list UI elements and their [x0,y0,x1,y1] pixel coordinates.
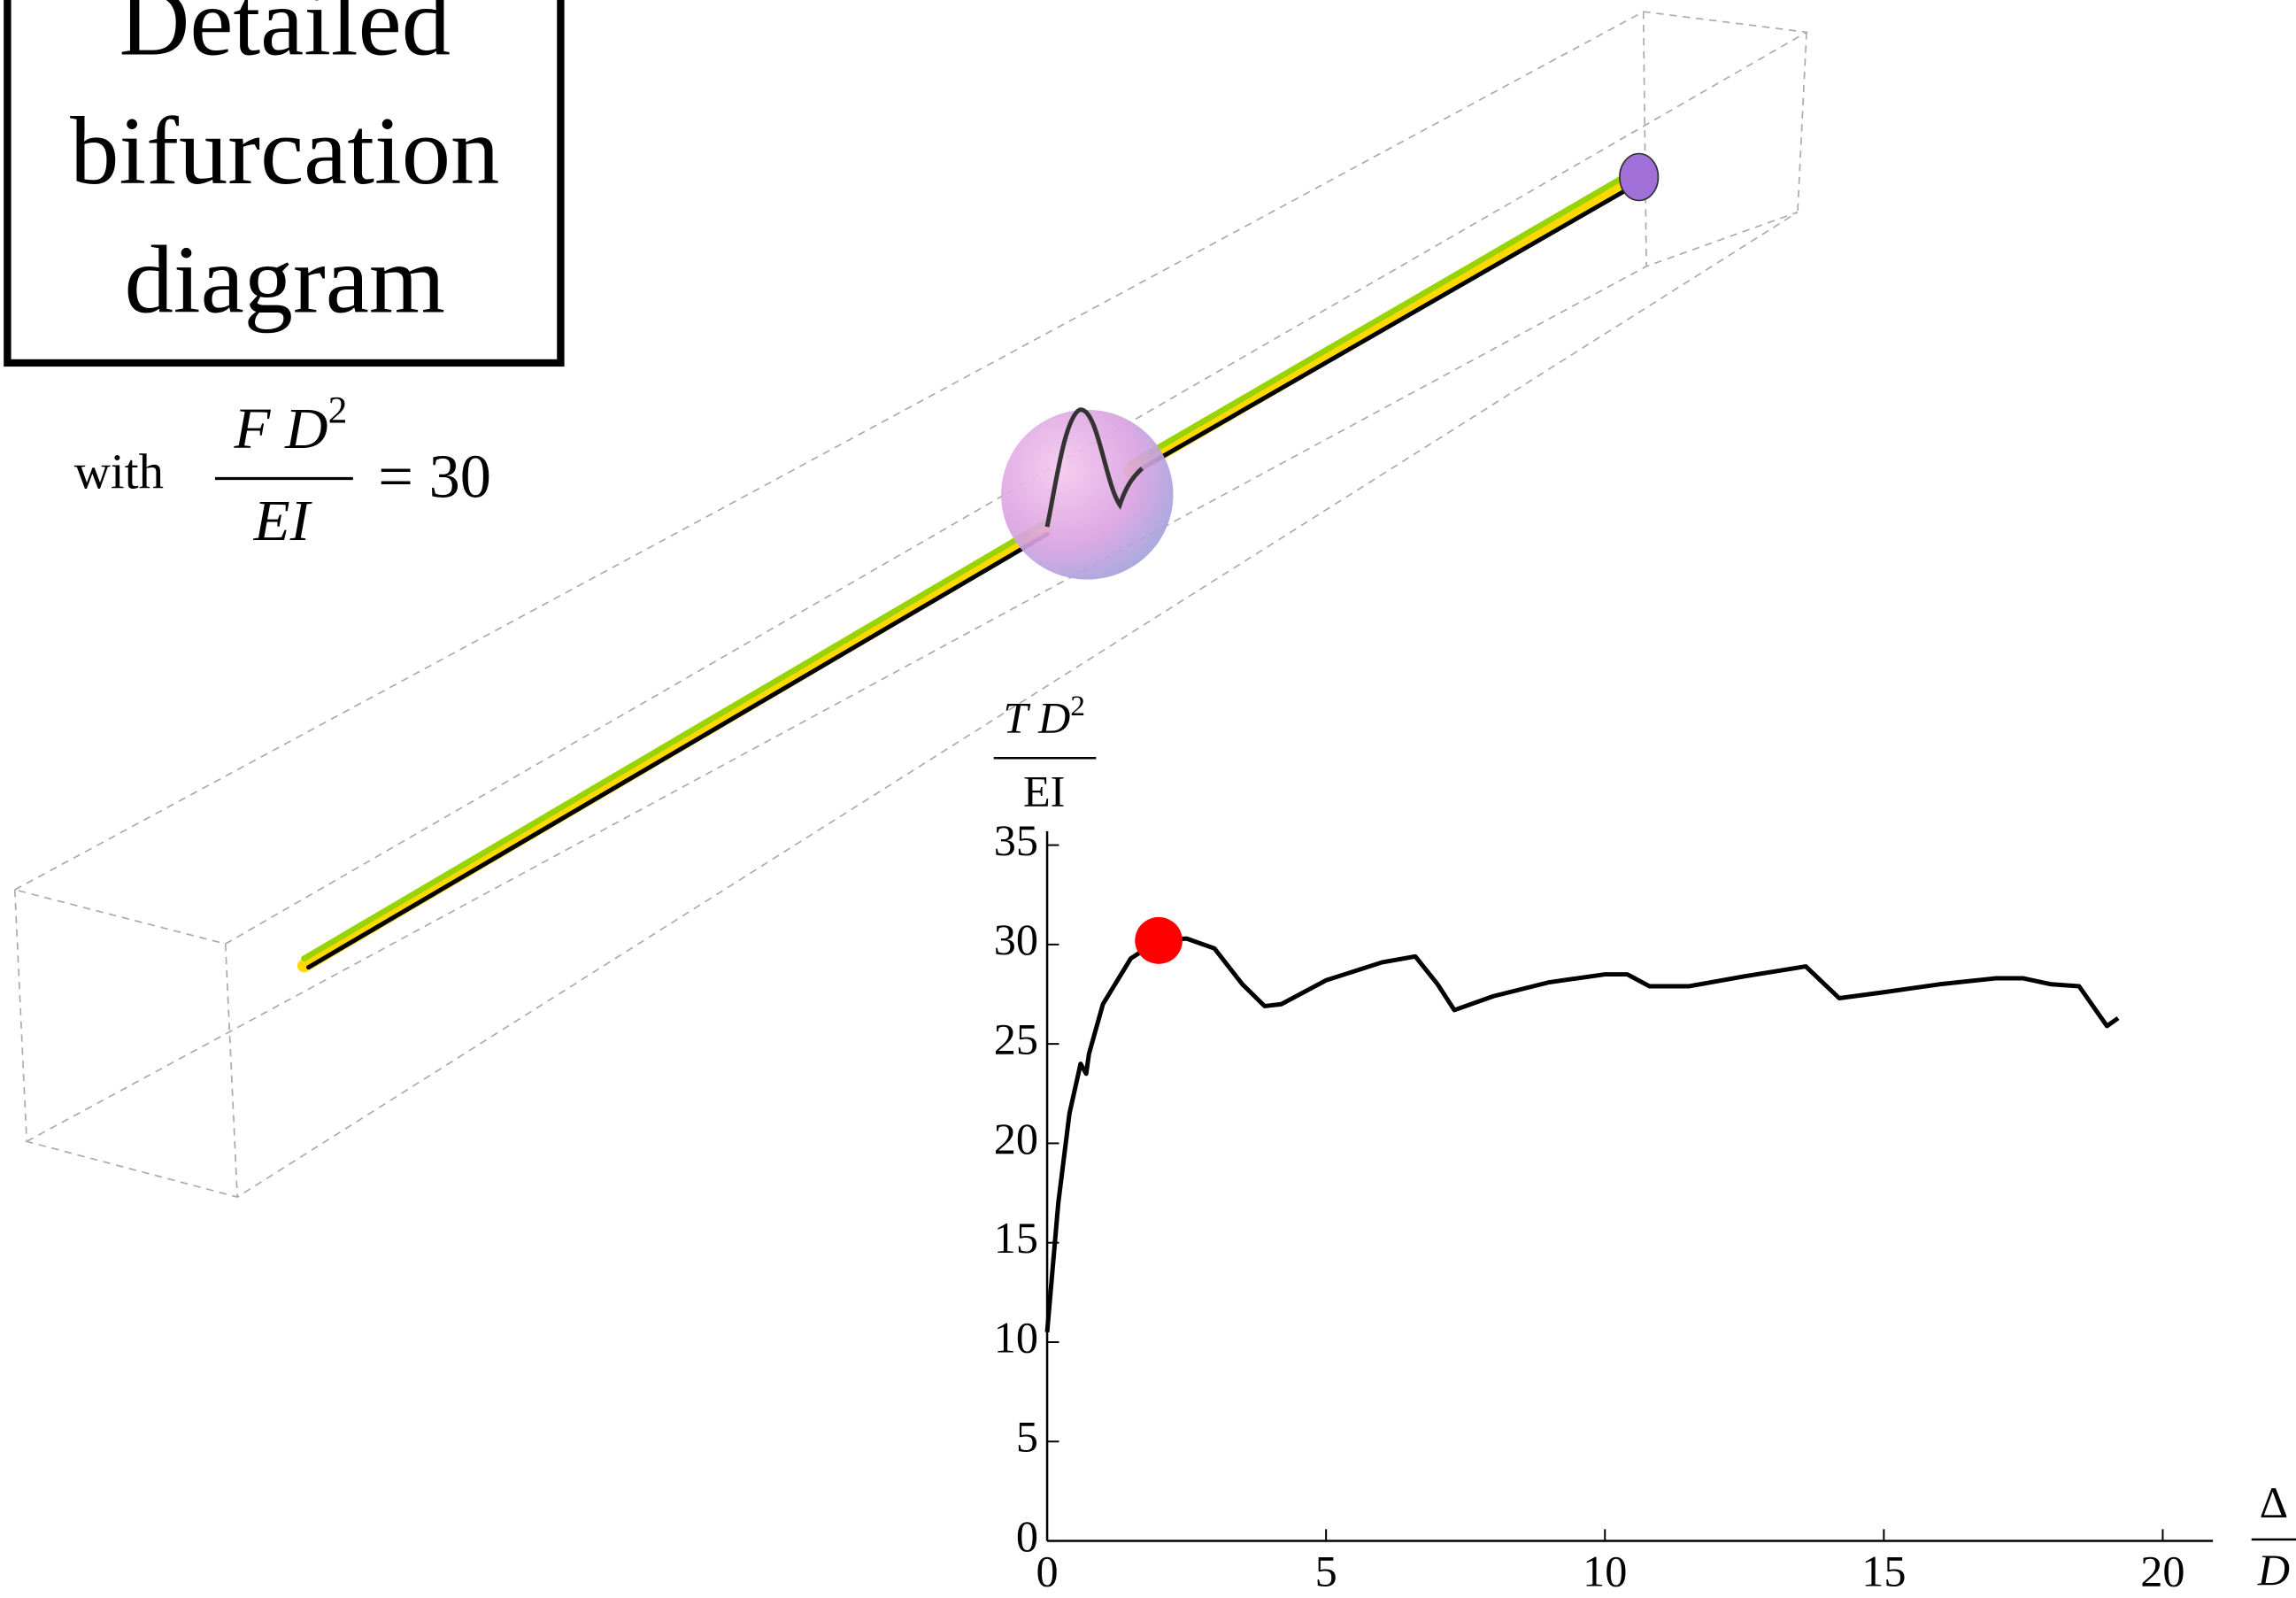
y-label-denominator: EI [1023,768,1065,816]
x-label-numerator: Δ [2260,1478,2288,1527]
sphere [1001,410,1173,580]
y-tick-label: 25 [994,1015,1038,1064]
x-label-denominator: D [2257,1546,2290,1594]
y-label-numerator-base: T D [1003,694,1070,743]
y-tick-label: 30 [994,916,1038,965]
y-label-numerator: T D2 [1003,690,1085,743]
y-tick-label: 35 [994,816,1038,865]
x-tick-label: 10 [1583,1548,1627,1596]
y-tick-label: 10 [994,1314,1038,1363]
annotation-numerator: F D2 [233,390,347,461]
y-tick-label: 15 [994,1214,1038,1262]
data-line [1047,938,2118,1332]
title-line: Detailed [119,0,451,75]
end-disk [1620,154,1659,201]
x-tick-label: 15 [1861,1548,1906,1596]
title-line: diagram [125,226,445,333]
figure: DetailedbifurcationdiagramwithF D2EI= 30… [0,0,2296,1598]
y-tick-label: 0 [1016,1512,1038,1561]
x-tick-label: 20 [2140,1548,2184,1596]
annotation-prefix: with [74,445,164,500]
y-tick-label: 20 [994,1115,1038,1163]
page: {"chart_data": { "type": "line", "title_… [0,0,2296,1598]
x-tick-label: 5 [1315,1548,1337,1596]
highlight-point [1135,917,1183,964]
x-tick-label: 0 [1036,1548,1058,1596]
rod [304,168,1647,968]
annotation-numerator-exp: 2 [328,390,348,432]
annotation-suffix: = 30 [378,444,491,511]
annotation-numerator-base: F D [233,397,327,460]
y-label-numerator-exp: 2 [1070,690,1085,722]
annotation-denominator: EI [253,490,312,553]
y-tick-label: 5 [1016,1413,1038,1462]
title-line: bifurcation [70,97,499,205]
